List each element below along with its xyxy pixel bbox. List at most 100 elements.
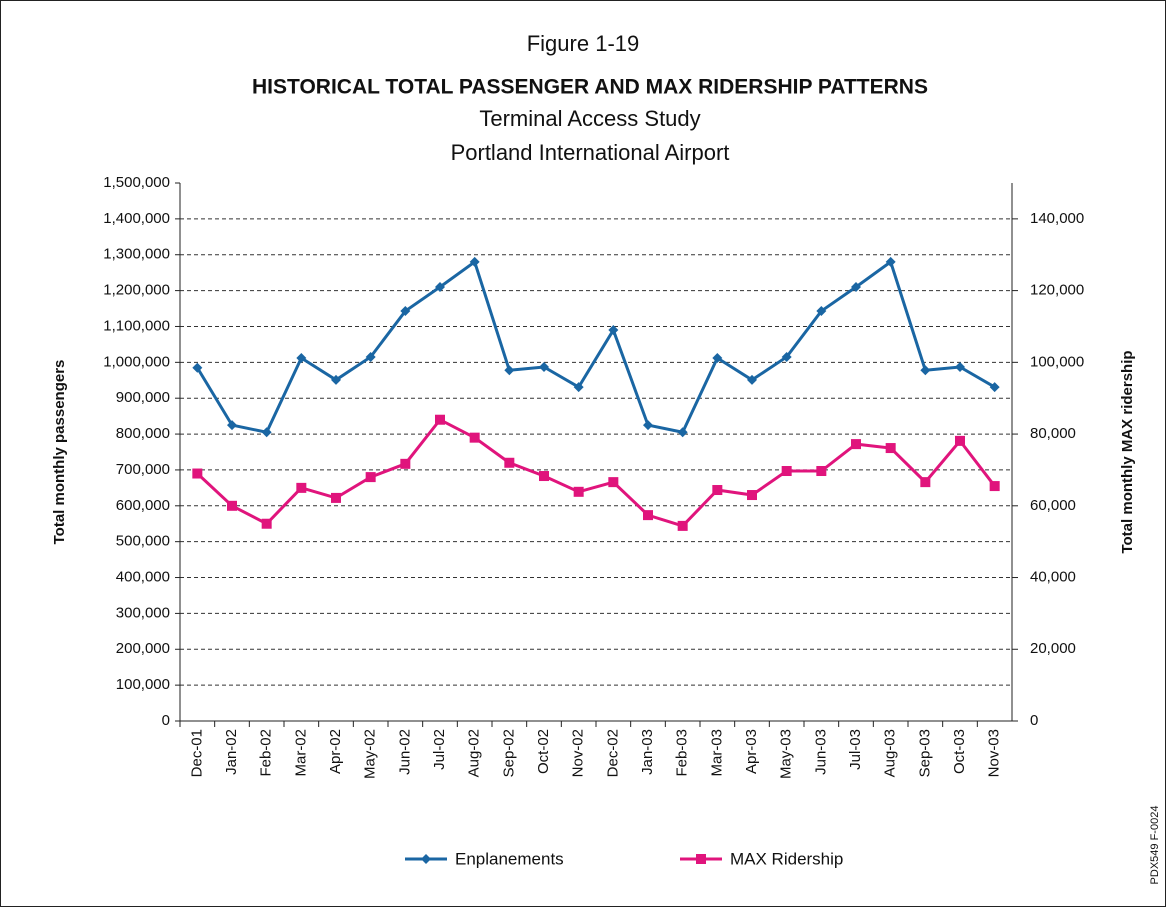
data-point bbox=[747, 374, 757, 385]
y2-tick-label: 140,000 bbox=[1030, 210, 1084, 227]
series-line bbox=[196, 259, 996, 434]
y2-tick-label: 0 bbox=[1030, 712, 1038, 729]
data-point bbox=[331, 492, 341, 503]
y-tick-label: 400,000 bbox=[116, 569, 170, 586]
x-tick-label: Nov-03 bbox=[986, 729, 1003, 777]
data-point bbox=[400, 458, 411, 469]
data-point bbox=[677, 427, 688, 438]
y-tick-label: 200,000 bbox=[116, 640, 170, 657]
x-tick-label: Apr-02 bbox=[327, 729, 344, 774]
data-point bbox=[955, 361, 965, 372]
chart-title: HISTORICAL TOTAL PASSENGER AND MAX RIDER… bbox=[252, 76, 928, 99]
y2-tick-label: 40,000 bbox=[1030, 569, 1076, 586]
data-point bbox=[920, 477, 931, 488]
x-tick-label: Jan-02 bbox=[223, 729, 240, 775]
data-point bbox=[365, 472, 376, 483]
data-point bbox=[851, 282, 861, 293]
x-tick-label: Feb-03 bbox=[674, 729, 691, 777]
data-point bbox=[192, 362, 203, 373]
data-point bbox=[989, 382, 1000, 393]
data-point bbox=[469, 256, 480, 267]
x-tick-label: Mar-02 bbox=[292, 729, 309, 777]
data-point bbox=[261, 518, 272, 529]
data-point bbox=[781, 466, 792, 477]
x-tick-label: Dec-02 bbox=[604, 729, 621, 777]
x-tick-label: Sep-02 bbox=[500, 729, 517, 777]
x-tick-label: Nov-02 bbox=[570, 729, 587, 777]
data-point bbox=[989, 481, 1000, 492]
data-point bbox=[885, 443, 896, 454]
data-point bbox=[261, 427, 272, 438]
y-tick-label: 300,000 bbox=[116, 604, 170, 621]
x-tick-label: Jan-03 bbox=[639, 729, 656, 775]
y2-tick-label: 20,000 bbox=[1030, 640, 1076, 657]
figure-label: Figure 1-19 bbox=[527, 31, 640, 56]
data-point bbox=[712, 353, 723, 364]
data-point bbox=[504, 365, 515, 376]
y-tick-label: 1,100,000 bbox=[103, 317, 170, 334]
x-tick-label: May-03 bbox=[778, 729, 795, 779]
data-point bbox=[677, 520, 688, 531]
x-tick-label: Jun-03 bbox=[812, 729, 829, 775]
y2-axis-label: Total monthly MAX ridership bbox=[1119, 350, 1136, 553]
x-tick-label: Sep-03 bbox=[916, 729, 933, 777]
y2-tick-label: 60,000 bbox=[1030, 497, 1076, 514]
legend-marker bbox=[421, 854, 431, 864]
data-point bbox=[643, 510, 653, 521]
x-tick-label: Jun-02 bbox=[396, 729, 413, 775]
y-tick-label: 1,300,000 bbox=[103, 246, 170, 263]
figure-code: PDX549 F-0024 bbox=[1149, 806, 1161, 885]
x-tick-label: Aug-03 bbox=[882, 729, 899, 777]
x-tick-label: Apr-03 bbox=[743, 729, 760, 774]
data-point bbox=[400, 306, 411, 317]
legend-label: MAX Ridership bbox=[730, 849, 843, 868]
y2-tick-label: 80,000 bbox=[1030, 425, 1076, 442]
y-tick-label: 800,000 bbox=[116, 425, 170, 442]
x-tick-label: May-02 bbox=[362, 729, 379, 779]
data-point bbox=[816, 466, 827, 477]
series-line bbox=[196, 417, 996, 528]
data-point bbox=[608, 477, 619, 488]
data-point bbox=[365, 351, 376, 362]
data-point bbox=[608, 325, 619, 336]
x-tick-label: Feb-02 bbox=[258, 729, 275, 777]
y2-tick-label: 100,000 bbox=[1030, 353, 1084, 370]
legend-label: Enplanements bbox=[455, 849, 564, 868]
data-point bbox=[712, 485, 723, 496]
legend-marker bbox=[696, 854, 706, 864]
data-point bbox=[851, 439, 861, 450]
data-point bbox=[227, 500, 237, 511]
data-point bbox=[781, 351, 792, 362]
data-point bbox=[296, 353, 307, 364]
data-point bbox=[885, 256, 896, 267]
x-tick-label: Mar-03 bbox=[708, 729, 725, 777]
y-tick-label: 0 bbox=[162, 712, 170, 729]
data-point bbox=[920, 365, 931, 376]
data-point bbox=[296, 482, 307, 493]
data-point bbox=[331, 374, 341, 385]
data-point bbox=[469, 432, 480, 443]
y2-tick-label: 120,000 bbox=[1030, 282, 1084, 299]
data-point bbox=[192, 468, 203, 479]
data-point bbox=[573, 382, 584, 393]
y-tick-label: 700,000 bbox=[116, 461, 170, 478]
y-tick-label: 500,000 bbox=[116, 533, 170, 550]
y-axis-label: Total monthly passengers bbox=[51, 360, 68, 545]
subtitle: Portland International Airport bbox=[451, 140, 730, 165]
data-point bbox=[955, 435, 965, 446]
data-point bbox=[435, 282, 445, 293]
y-tick-label: 100,000 bbox=[116, 676, 170, 693]
x-tick-label: Oct-02 bbox=[535, 729, 552, 774]
x-tick-label: Aug-02 bbox=[466, 729, 483, 777]
y-tick-label: 1,000,000 bbox=[103, 353, 170, 370]
data-point bbox=[643, 420, 653, 431]
subtitle: Terminal Access Study bbox=[479, 106, 700, 131]
x-tick-label: Jul-03 bbox=[847, 729, 864, 770]
data-point bbox=[539, 361, 549, 372]
data-point bbox=[573, 486, 584, 497]
data-point bbox=[227, 420, 237, 431]
data-point bbox=[747, 490, 757, 501]
data-point bbox=[504, 457, 515, 468]
